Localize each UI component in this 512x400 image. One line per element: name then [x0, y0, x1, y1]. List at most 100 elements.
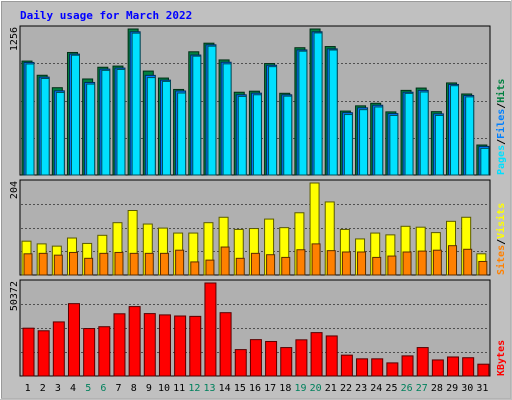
middle-sites-bar-day-26	[402, 251, 412, 276]
top-legend-hits: Hits	[495, 79, 507, 103]
day-label-2: 2	[40, 383, 46, 394]
day-label-9: 9	[146, 383, 152, 394]
middle-sites-bar-day-4	[68, 251, 78, 276]
top-pages-bar-day-20	[313, 32, 323, 176]
bottom-legend: KBytes	[496, 340, 507, 376]
bottom-kbytes-bar-day-27	[416, 347, 429, 377]
middle-sites-bar-day-23	[357, 251, 367, 276]
middle-sites-bar-day-13	[205, 259, 215, 276]
day-label-27: 27	[416, 383, 428, 394]
top-pages-bar-day-13	[207, 45, 217, 176]
day-label-22: 22	[340, 383, 352, 394]
middle-legend-sites: Sites	[495, 245, 507, 275]
top-pages-bar-day-5	[86, 83, 96, 176]
top-legend-separator: /	[496, 103, 507, 109]
bottom-kbytes-bar-day-29	[447, 356, 460, 377]
top-pages-bar-day-11	[177, 92, 187, 176]
bottom-kbytes-bar-day-3	[52, 321, 65, 377]
middle-sites-bar-day-24	[372, 256, 382, 276]
day-label-15: 15	[234, 383, 246, 394]
top-pages-bar-day-3	[55, 91, 65, 176]
chart-title: Daily usage for March 2022	[20, 9, 192, 22]
bottom-kbytes-bar-day-21	[325, 335, 338, 377]
day-label-30: 30	[461, 383, 473, 394]
day-label-1: 1	[25, 383, 31, 394]
middle-sites-bar-day-5	[84, 257, 94, 276]
bottom-kbytes-bar-day-2	[37, 330, 50, 377]
bottom-kbytes-bar-day-20	[310, 332, 323, 377]
top-pages-bar-day-29	[450, 85, 460, 176]
bottom-ymax-label: 50372	[9, 281, 20, 311]
top-pages-bar-day-23	[359, 109, 369, 176]
middle-sites-bar-day-10	[159, 252, 169, 276]
day-label-6: 6	[100, 383, 106, 394]
bottom-legend-kbytes: KBytes	[496, 340, 507, 376]
top-ymax-label: 1256	[9, 27, 20, 51]
bottom-kbytes-bar-day-23	[356, 358, 369, 377]
day-label-18: 18	[279, 383, 291, 394]
top-pages-bar-day-27	[419, 91, 429, 176]
day-label-5: 5	[85, 383, 91, 394]
day-label-3: 3	[55, 383, 61, 394]
day-label-26: 26	[401, 383, 413, 394]
day-label-25: 25	[385, 383, 397, 394]
panel-visits-sites: 204 Sites/Visits	[9, 179, 507, 276]
day-label-19: 19	[294, 383, 306, 394]
top-pages-bar-day-31	[480, 147, 490, 176]
top-pages-bar-day-24	[374, 106, 384, 176]
bottom-kbytes-bar-day-22	[340, 354, 353, 377]
top-pages-bar-day-28	[434, 114, 444, 176]
middle-sites-bar-day-1	[23, 253, 33, 276]
bottom-kbytes-bar-day-4	[67, 303, 80, 377]
bottom-kbytes-bar-day-8	[128, 306, 141, 377]
bottom-kbytes-bar-day-15	[234, 349, 247, 377]
middle-sites-bar-day-3	[53, 254, 63, 276]
top-pages-bar-day-7	[116, 68, 126, 176]
middle-sites-bar-day-8	[129, 252, 139, 276]
bottom-kbytes-bar-day-10	[158, 314, 171, 377]
day-label-31: 31	[476, 383, 488, 394]
day-label-13: 13	[203, 383, 215, 394]
middle-legend-separator: /	[496, 239, 507, 245]
top-pages-bar-day-6	[101, 69, 111, 176]
top-legend-files: Files	[495, 109, 507, 139]
panel-kbytes: 50372 KBytes	[9, 279, 507, 377]
day-label-28: 28	[431, 383, 443, 394]
top-pages-bar-day-8	[131, 32, 141, 176]
bottom-kbytes-bar-day-5	[83, 328, 96, 377]
middle-sites-bar-day-7	[114, 251, 124, 276]
top-pages-bar-day-16	[252, 94, 262, 176]
top-pages-bar-day-2	[40, 78, 50, 176]
top-pages-bar-day-18	[283, 95, 293, 176]
top-pages-bar-day-1	[25, 63, 35, 176]
bottom-kbytes-bar-day-24	[371, 358, 384, 377]
bottom-kbytes-bar-day-13	[204, 282, 217, 377]
bottom-kbytes-bar-day-28	[431, 359, 444, 377]
middle-sites-bar-day-25	[387, 255, 397, 276]
top-pages-bar-day-10	[161, 80, 171, 176]
bottom-kbytes-bar-day-9	[143, 313, 156, 377]
top-pages-bar-day-26	[404, 92, 414, 176]
day-label-4: 4	[70, 383, 76, 394]
middle-sites-bar-day-30	[463, 248, 473, 276]
top-pages-bar-day-30	[465, 96, 475, 176]
top-legend-separator: /	[496, 139, 507, 145]
middle-sites-bar-day-21	[326, 250, 336, 276]
day-label-12: 12	[188, 383, 200, 394]
bottom-kbytes-bar-day-6	[98, 326, 111, 377]
bottom-kbytes-bar-day-30	[462, 357, 475, 377]
middle-sites-bar-day-19	[296, 249, 306, 276]
middle-sites-bar-day-20	[311, 243, 321, 276]
middle-sites-bar-day-31	[478, 260, 488, 276]
middle-sites-bar-day-22	[341, 251, 351, 276]
bottom-kbytes-bar-day-11	[174, 315, 187, 377]
top-legend-pages: Pages	[496, 145, 507, 175]
middle-sites-bar-day-16	[250, 252, 260, 276]
top-pages-bar-day-14	[222, 63, 232, 176]
middle-sites-bar-day-17	[266, 254, 276, 276]
day-label-10: 10	[158, 383, 170, 394]
top-pages-bar-day-12	[192, 55, 202, 176]
